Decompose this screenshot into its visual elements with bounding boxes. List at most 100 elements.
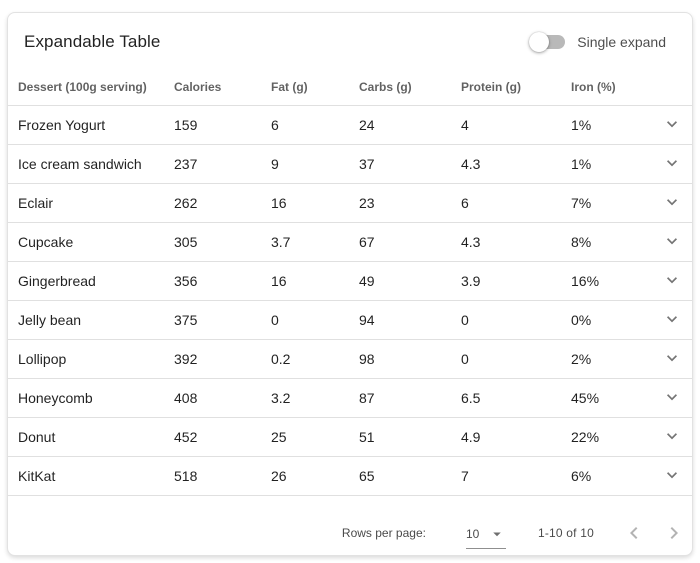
cell-protein: 6.5 <box>451 378 561 418</box>
table-footer: Rows per page: 10 1-10 of 10 <box>8 511 692 555</box>
cell-calories: 262 <box>164 183 261 223</box>
cell-fat: 0.2 <box>261 339 349 379</box>
cell-calories: 452 <box>164 417 261 457</box>
cell-protein: 7 <box>451 456 561 496</box>
cell-protein: 4.9 <box>451 417 561 457</box>
cell-expand <box>651 378 692 418</box>
cell-expand <box>651 261 692 301</box>
cell-iron: 0% <box>561 300 651 340</box>
cell-protein: 4 <box>451 105 561 145</box>
cell-fat: 16 <box>261 261 349 301</box>
single-expand-switch[interactable]: Single expand <box>529 32 666 52</box>
rows-per-page-value: 10 <box>465 527 480 541</box>
expand-row-button[interactable] <box>660 307 684 331</box>
cell-iron: 1% <box>561 144 651 184</box>
switch-label: Single expand <box>577 34 666 50</box>
chevron-down-icon <box>666 160 677 167</box>
chevron-down-icon <box>666 394 677 401</box>
cell-expand <box>651 339 692 379</box>
expandable-table-card: Expandable Table Single expand Dessert (… <box>7 12 693 556</box>
cell-iron: 1% <box>561 105 651 145</box>
cell-calories: 408 <box>164 378 261 418</box>
previous-page-button[interactable] <box>622 521 646 545</box>
rows-per-page-label: Rows per page: <box>341 526 426 540</box>
table-row: KitKat 518 26 65 7 6% <box>8 456 692 496</box>
expand-row-button[interactable] <box>660 229 684 253</box>
chevron-down-icon <box>666 433 677 440</box>
cell-carbs: 37 <box>349 144 451 184</box>
column-header-calories: Calories <box>164 69 261 106</box>
page-title: Expandable Table <box>24 32 161 51</box>
table-row: Eclair 262 16 23 6 7% <box>8 183 692 223</box>
chevron-down-icon <box>666 277 677 284</box>
cell-carbs: 65 <box>349 456 451 496</box>
expand-row-button[interactable] <box>660 346 684 370</box>
cell-carbs: 24 <box>349 105 451 145</box>
cell-carbs: 49 <box>349 261 451 301</box>
cell-expand <box>651 417 692 457</box>
cell-carbs: 98 <box>349 339 451 379</box>
card-header: Expandable Table Single expand <box>8 13 692 69</box>
desserts-table: Dessert (100g serving) Calories Fat (g) Car… <box>8 69 692 496</box>
cell-calories: 356 <box>164 261 261 301</box>
cell-dessert: Ice cream sandwich <box>8 144 164 184</box>
cell-expand <box>651 222 692 262</box>
cell-expand <box>651 105 692 145</box>
cell-fat: 3.2 <box>261 378 349 418</box>
table-row: Ice cream sandwich 237 9 37 4.3 1% <box>8 144 692 184</box>
column-header-expand <box>651 69 692 106</box>
cell-expand <box>651 144 692 184</box>
cell-iron: 45% <box>561 378 651 418</box>
cell-carbs: 67 <box>349 222 451 262</box>
table-row: Cupcake 305 3.7 67 4.3 8% <box>8 222 692 262</box>
cell-fat: 16 <box>261 183 349 223</box>
cell-calories: 518 <box>164 456 261 496</box>
chevron-down-icon <box>666 238 677 245</box>
cell-fat: 6 <box>261 105 349 145</box>
cell-carbs: 87 <box>349 378 451 418</box>
cell-protein: 4.3 <box>451 222 561 262</box>
cell-protein: 0 <box>451 339 561 379</box>
cell-fat: 0 <box>261 300 349 340</box>
expand-row-button[interactable] <box>660 424 684 448</box>
cell-dessert: Eclair <box>8 183 164 223</box>
chevron-right-icon <box>670 527 678 539</box>
cell-expand <box>651 300 692 340</box>
expand-row-button[interactable] <box>660 463 684 487</box>
cell-protein: 6 <box>451 183 561 223</box>
switch-thumb <box>529 32 550 52</box>
cell-carbs: 94 <box>349 300 451 340</box>
rows-per-page-select[interactable]: 10 <box>465 525 506 549</box>
table-row: Jelly bean 375 0 94 0 0% <box>8 300 692 340</box>
cell-dessert: Gingerbread <box>8 261 164 301</box>
expand-row-button[interactable] <box>660 112 684 136</box>
expand-row-button[interactable] <box>660 268 684 292</box>
expand-row-button[interactable] <box>660 385 684 409</box>
expand-row-button[interactable] <box>660 151 684 175</box>
switch-toggle-icon[interactable] <box>529 32 566 52</box>
chevron-down-icon <box>666 316 677 323</box>
cell-iron: 7% <box>561 183 651 223</box>
column-header-carbs: Carbs (g) <box>349 69 451 106</box>
next-page-button[interactable] <box>662 521 686 545</box>
cell-iron: 8% <box>561 222 651 262</box>
table-row: Frozen Yogurt 159 6 24 4 1% <box>8 105 692 145</box>
page-range-text: 1-10 of 10 <box>537 526 594 540</box>
column-header-protein: Protein (g) <box>451 69 561 106</box>
chevron-down-icon <box>666 199 677 206</box>
cell-iron: 2% <box>561 339 651 379</box>
chevron-left-icon <box>630 527 638 539</box>
cell-expand <box>651 183 692 223</box>
table-header-row: Dessert (100g serving) Calories Fat (g) Car… <box>8 69 692 106</box>
expand-row-button[interactable] <box>660 190 684 214</box>
cell-calories: 159 <box>164 105 261 145</box>
cell-iron: 6% <box>561 456 651 496</box>
cell-protein: 4.3 <box>451 144 561 184</box>
chevron-down-icon <box>666 121 677 128</box>
table-row: Lollipop 392 0.2 98 0 2% <box>8 339 692 379</box>
column-header-dessert: Dessert (100g serving) <box>8 69 164 106</box>
chevron-down-icon <box>666 355 677 362</box>
cell-fat: 25 <box>261 417 349 457</box>
chevron-down-icon <box>666 472 677 479</box>
cell-dessert: Frozen Yogurt <box>8 105 164 145</box>
